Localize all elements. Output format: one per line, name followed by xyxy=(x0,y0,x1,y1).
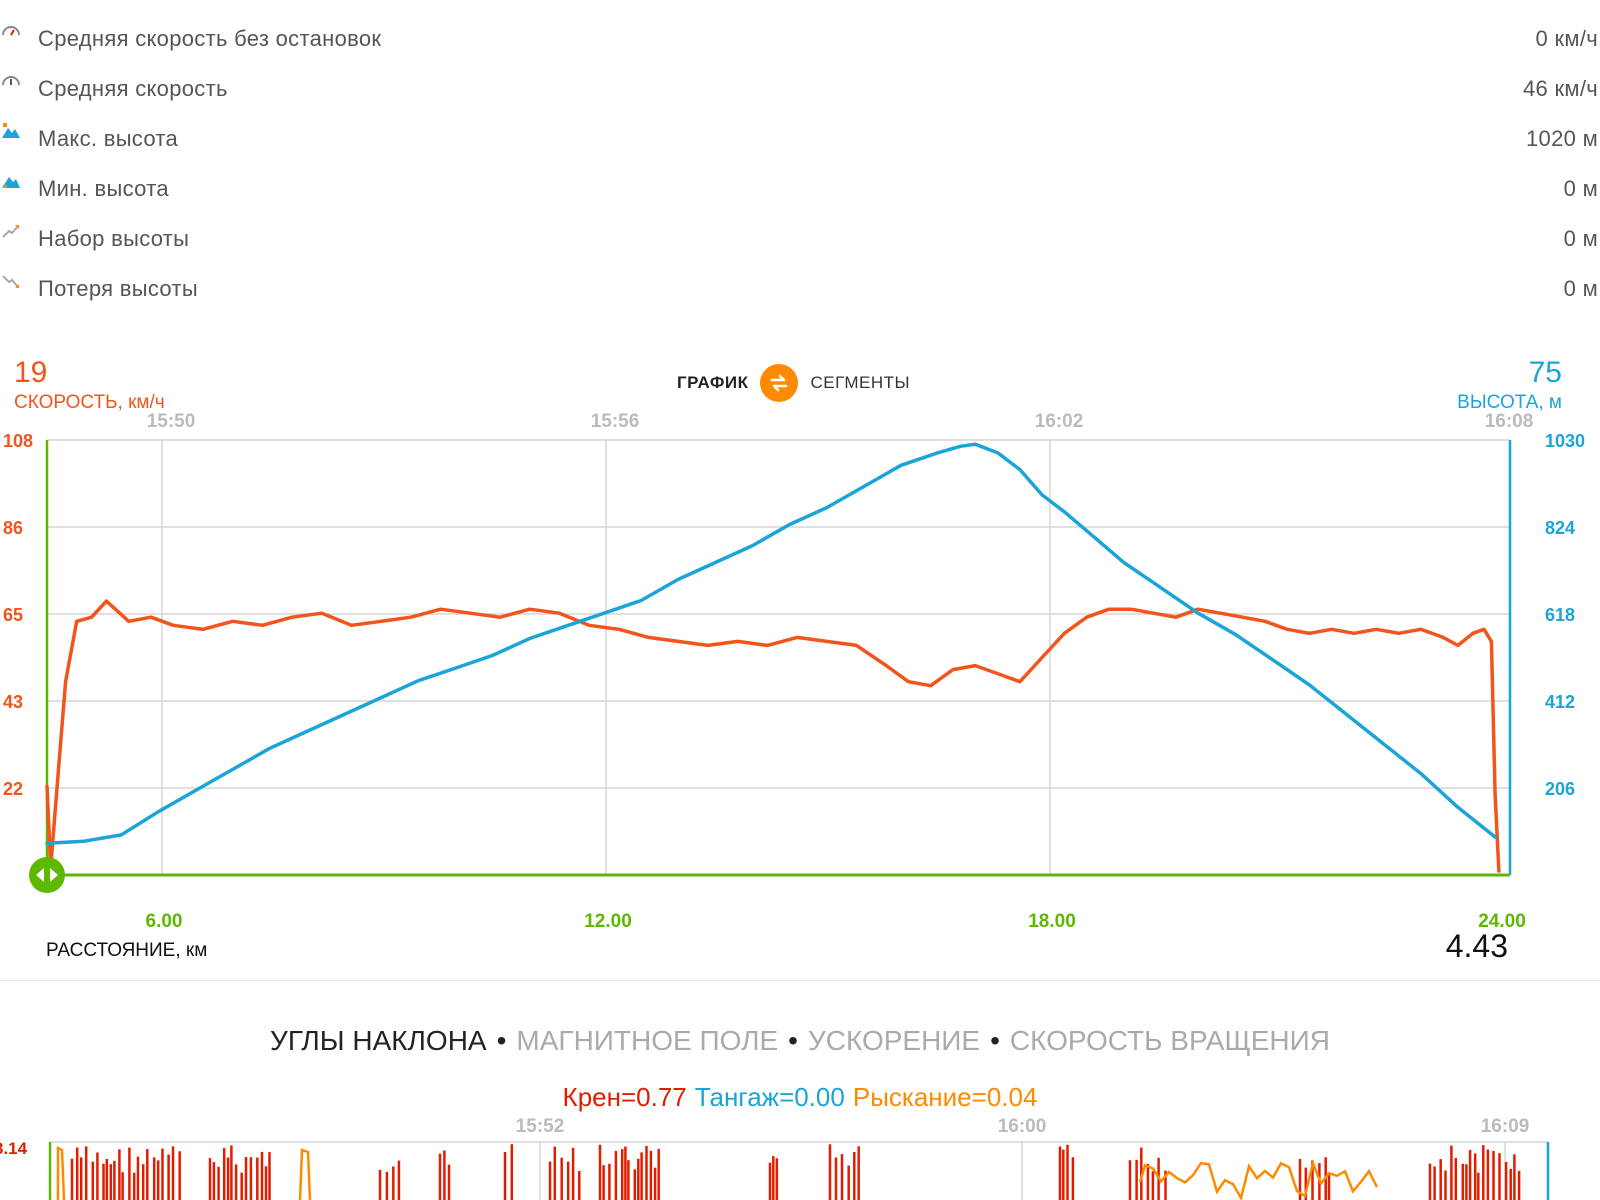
speed-tick-label: 108 xyxy=(3,431,33,451)
distance-axis-title: РАССТОЯНИЕ, км xyxy=(46,940,208,961)
tab-segments[interactable]: СЕГМЕНТЫ xyxy=(810,373,911,392)
distance-scrubber-handle[interactable] xyxy=(29,857,65,893)
tab-separator: • xyxy=(990,1025,1000,1056)
angles-time-tick-label: 16:00 xyxy=(998,1116,1047,1137)
angles-time-tick-label: 16:09 xyxy=(1481,1116,1530,1137)
speed-axis-title: СКОРОСТЬ, км/ч xyxy=(14,392,165,413)
tab-separator: • xyxy=(496,1025,507,1056)
current-speed-value: 19 xyxy=(14,356,48,389)
mountain-min-icon xyxy=(2,177,20,188)
angles-y-tick-label: 3.14 xyxy=(0,1139,28,1158)
sensor-tabs: УГЛЫ НАКЛОНА • МАГНИТНОЕ ПОЛЕ • УСКОРЕНИЕ • СК… xyxy=(0,1025,1600,1057)
angles-chart[interactable]: 15:52 16:00 16:09 3.14 xyxy=(0,1110,1600,1200)
stat-label: Средняя скорость без остановок xyxy=(38,26,382,51)
tab-magnetic-field[interactable]: МАГНИТНОЕ ПОЛЕ xyxy=(516,1025,779,1056)
stat-value: 46 км/ч xyxy=(1522,76,1598,101)
stat-label: Набор высоты xyxy=(38,226,190,251)
view-toggle[interactable]: ГРАФИК СЕГМЕНТЫ xyxy=(677,364,910,402)
current-altitude-value: 75 xyxy=(1528,356,1562,389)
tab-tilt-angles[interactable]: УГЛЫ НАКЛОНА xyxy=(270,1025,487,1056)
speed-tick-label: 86 xyxy=(3,518,23,538)
stat-value: 0 м xyxy=(1563,276,1598,301)
tab-graph[interactable]: ГРАФИК xyxy=(677,373,749,392)
speed-altitude-chart[interactable]: 108 86 65 43 22 1030 824 618 412 206 15:50 6.00 15:5… xyxy=(0,350,1600,950)
stat-label: Мин. высота xyxy=(38,176,169,201)
stat-value: 0 м xyxy=(1563,226,1598,251)
altitude-axis-title: ВЫСОТА, м xyxy=(1457,392,1562,413)
stat-value: 1020 м xyxy=(1526,126,1598,151)
altitude-tick-label: 412 xyxy=(1545,692,1575,712)
stat-row-avg-speed: Средняя скорость 46 км/ч xyxy=(0,60,1600,110)
speedometer-icon xyxy=(2,26,20,36)
altitude-tick-label: 1030 xyxy=(1545,431,1585,451)
time-tick-label: 16:08 xyxy=(1485,411,1534,432)
stat-value: 0 км/ч xyxy=(1535,26,1598,51)
stat-row-descent: Потеря высоты 0 м xyxy=(0,260,1600,310)
ascent-icon xyxy=(2,225,19,238)
legend-pitch: Тангаж=0.00 xyxy=(694,1082,845,1112)
tab-separator: • xyxy=(788,1025,798,1056)
mountain-max-icon xyxy=(2,123,20,138)
stat-label: Макс. высота xyxy=(38,126,179,151)
stat-label: Потеря высоты xyxy=(38,276,198,301)
altitude-tick-label: 206 xyxy=(1545,779,1575,799)
yaw-series-line xyxy=(56,1145,1379,1200)
current-distance-value: 4.43 xyxy=(1445,928,1508,964)
roll-series-line xyxy=(70,1144,1521,1200)
altitude-tick-label: 824 xyxy=(1545,518,1575,538)
speed-tick-label: 22 xyxy=(3,779,23,799)
swap-arrows-icon xyxy=(771,374,788,392)
stat-label: Средняя скорость xyxy=(38,76,228,101)
stat-row-avg-moving-speed: Средняя скорость без остановок 0 км/ч xyxy=(0,10,1600,60)
speed-tick-label: 65 xyxy=(3,605,23,625)
legend-yaw: Рыскание=0.04 xyxy=(852,1082,1038,1112)
distance-tick-label: 24.00 xyxy=(1478,911,1526,932)
stat-row-min-altitude: Мин. высота 0 м xyxy=(0,160,1600,210)
tab-rotation-speed[interactable]: СКОРОСТЬ ВРАЩЕНИЯ xyxy=(1009,1025,1330,1056)
time-tick-label: 15:50 xyxy=(147,411,196,432)
tab-acceleration[interactable]: УСКОРЕНИЕ xyxy=(807,1025,981,1056)
time-tick-label: 15:56 xyxy=(591,411,640,432)
altitude-series-line xyxy=(45,442,1497,846)
altitude-tick-label: 618 xyxy=(1545,605,1575,625)
distance-tick-label: 18.00 xyxy=(1028,911,1076,932)
speedometer-icon xyxy=(2,76,20,86)
stat-row-ascent: Набор высоты 0 м xyxy=(0,210,1600,260)
stat-value: 0 м xyxy=(1563,176,1598,201)
angles-time-tick-label: 15:52 xyxy=(516,1116,565,1137)
swap-view-button[interactable] xyxy=(760,364,799,402)
time-tick-label: 16:02 xyxy=(1035,411,1084,432)
stat-row-max-altitude: Макс. высота 1020 м xyxy=(0,110,1600,160)
distance-tick-label: 6.00 xyxy=(146,911,183,932)
speed-tick-label: 43 xyxy=(3,692,23,712)
speed-series-line xyxy=(45,599,1501,873)
speed-altitude-chart-panel: 19 СКОРОСТЬ, км/ч ГРАФИК СЕГМЕНТЫ 75 ВЫС… xyxy=(0,350,1600,970)
section-divider xyxy=(0,980,1600,981)
distance-tick-label: 12.00 xyxy=(584,911,632,932)
descent-icon xyxy=(2,275,19,288)
legend-roll: Крен=0.77 xyxy=(562,1082,687,1112)
angles-legend: Крен=0.77 Тангаж=0.00 Рыскание=0.04 xyxy=(0,1082,1600,1113)
